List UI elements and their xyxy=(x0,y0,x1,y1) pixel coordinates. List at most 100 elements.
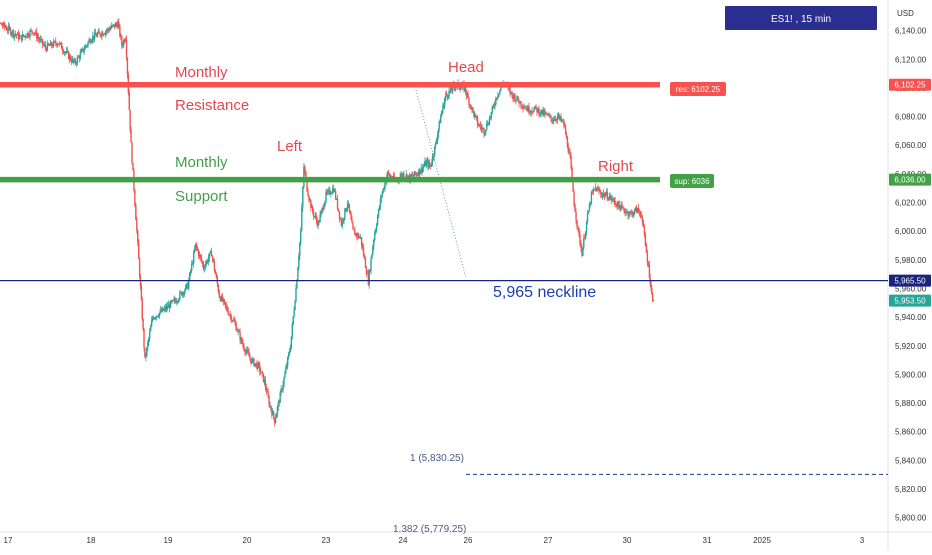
candle-body xyxy=(493,105,495,107)
candle-body xyxy=(626,211,628,213)
candle-body xyxy=(206,260,209,263)
candle-body xyxy=(141,299,143,320)
candle-body xyxy=(204,264,207,269)
candle-body xyxy=(160,309,162,312)
x-tick-label: 24 xyxy=(399,536,408,545)
time-axis: 17 18 19 20 23 24 26 27 30 31 2025 3 xyxy=(4,536,865,545)
candle-body xyxy=(417,174,419,176)
candle-body xyxy=(273,417,276,424)
candle-body xyxy=(293,309,295,317)
candle-body xyxy=(143,329,145,348)
candle-body xyxy=(307,191,309,196)
candle-body xyxy=(483,128,485,135)
candle-body xyxy=(640,215,643,218)
candle-body xyxy=(360,237,363,246)
candle-body xyxy=(225,305,227,307)
candle-body xyxy=(184,290,186,294)
candle-body xyxy=(646,252,649,263)
candle-body xyxy=(641,217,644,222)
candle-body xyxy=(561,120,563,122)
x-tick-label: 30 xyxy=(623,536,632,545)
candle-body xyxy=(643,226,646,236)
candle-body xyxy=(419,171,422,174)
candle-body xyxy=(333,188,335,192)
candle-body xyxy=(580,244,582,248)
candle-body xyxy=(636,207,639,213)
candle-body xyxy=(411,175,413,177)
candle-body xyxy=(234,321,236,324)
y-tick-label: 6,020.00 xyxy=(895,199,927,208)
candle-body xyxy=(139,276,142,287)
candle-body xyxy=(414,171,416,175)
candle-body xyxy=(485,129,487,133)
candle-body xyxy=(289,348,292,352)
annotation-right-shoulder: Right xyxy=(598,158,634,175)
candle-body xyxy=(73,60,76,62)
candle-body xyxy=(14,34,17,35)
candle-body xyxy=(210,251,213,257)
candle-body xyxy=(552,120,554,122)
candle-body xyxy=(512,94,514,100)
candle-body xyxy=(370,258,372,271)
candle-body xyxy=(573,191,575,206)
candle-body xyxy=(497,95,499,98)
candle-body xyxy=(237,330,239,332)
candle-body xyxy=(35,31,37,34)
candle-body xyxy=(482,128,484,129)
candle-body xyxy=(134,190,136,206)
candle-body xyxy=(209,251,212,254)
candle-body xyxy=(85,45,87,47)
candle-body xyxy=(81,48,83,51)
candle-body xyxy=(79,52,81,59)
candle-body xyxy=(519,101,521,104)
candle-body xyxy=(239,332,241,341)
candle-body xyxy=(605,191,608,195)
candle-body xyxy=(235,323,237,331)
candle-body xyxy=(593,189,596,190)
candle-body xyxy=(56,43,58,46)
candle-body xyxy=(375,224,378,230)
candle-body xyxy=(288,351,291,354)
candle-body xyxy=(544,112,546,115)
candle-body xyxy=(405,174,407,178)
candle-body xyxy=(328,189,330,191)
candle-body xyxy=(294,301,296,310)
candle-body xyxy=(269,405,271,407)
candle-body xyxy=(283,377,285,385)
candle-body xyxy=(0,23,3,26)
candle-body xyxy=(599,191,601,192)
candle-body xyxy=(153,317,156,320)
candle-body xyxy=(549,115,551,117)
candle-body xyxy=(465,91,468,96)
candle-body xyxy=(601,194,604,197)
candle-body xyxy=(440,116,442,124)
y-tick-label: 5,860.00 xyxy=(895,428,927,437)
candle-body xyxy=(130,129,132,143)
candle-body xyxy=(265,386,267,392)
candle-body xyxy=(473,110,475,117)
candle-body xyxy=(572,178,574,192)
candle-body xyxy=(49,42,52,46)
candle-body xyxy=(441,110,443,114)
candle-body xyxy=(34,33,36,35)
candle-body xyxy=(109,28,111,31)
candle-body xyxy=(156,315,159,317)
candle-body xyxy=(597,188,599,190)
y-tick-label: 5,880.00 xyxy=(895,399,927,408)
candle-body xyxy=(571,167,573,179)
candle-body xyxy=(114,23,116,28)
candle-body xyxy=(286,357,289,366)
candle-body xyxy=(486,123,489,125)
candle-body xyxy=(401,174,403,177)
candle-body xyxy=(541,109,543,115)
candle-body xyxy=(317,221,319,226)
candle-body xyxy=(584,231,587,239)
candle-body xyxy=(278,401,280,403)
candle-body xyxy=(479,124,482,127)
symbol-badge[interactable] xyxy=(725,6,877,30)
candle-body xyxy=(589,203,592,205)
candle-body xyxy=(74,60,77,64)
candle-body xyxy=(419,169,421,174)
candle-body xyxy=(337,208,340,212)
candle-body xyxy=(612,198,614,200)
